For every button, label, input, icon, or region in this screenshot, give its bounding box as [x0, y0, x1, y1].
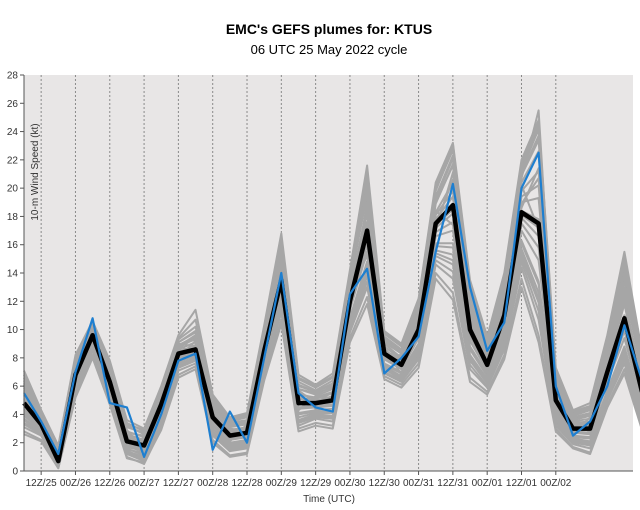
ensemble-mean-line [22, 202, 640, 464]
y-tick-label-11: 22 [7, 155, 19, 166]
x-tick-label-4: 12Z/27 [163, 478, 195, 489]
y-tick-label-14: 28 [7, 71, 19, 82]
x-tick-label-1: 00Z/26 [60, 478, 92, 489]
x-tick-label-9: 00Z/30 [334, 478, 366, 489]
y-tick-label-12: 24 [7, 127, 19, 138]
y-tick-label-4: 8 [12, 353, 18, 364]
y-tick-label-5: 10 [7, 325, 19, 336]
x-tick-label-2: 12Z/26 [94, 478, 126, 489]
x-tick-label-6: 12Z/28 [231, 478, 263, 489]
y-tick-label-10: 20 [7, 184, 19, 195]
y-tick-label-7: 14 [7, 269, 19, 280]
x-axis-ticks: 12Z/25 00Z/26 12Z/26 00Z/27 12Z/27 00Z/28 12Z/… [26, 471, 572, 489]
y-tick-label-9: 18 [7, 212, 19, 223]
y-axis-title: 10-m Wind Speed (kt) [30, 123, 41, 220]
y-tick-label-2: 4 [12, 410, 18, 421]
y-tick-label-8: 16 [7, 240, 19, 251]
y-tick-label-0: 0 [12, 467, 18, 478]
y-tick-label-6: 12 [7, 297, 19, 308]
member-line-20 [23, 277, 640, 470]
x-tick-label-5: 00Z/28 [197, 478, 229, 489]
x-tick-label-11: 00Z/31 [403, 478, 435, 489]
x-axis-title: Time (UTC) [303, 494, 355, 505]
x-tick-label-7: 00Z/29 [266, 478, 298, 489]
x-tick-label-0: 12Z/25 [26, 478, 58, 489]
x-tick-label-13: 00Z/01 [472, 478, 504, 489]
series-lines [22, 151, 640, 464]
y-tick-label-3: 6 [12, 382, 18, 393]
x-tick-label-3: 00Z/27 [129, 478, 161, 489]
chart-subtitle: 06 UTC 25 May 2022 cycle [251, 42, 408, 57]
y-tick-label-1: 2 [12, 438, 18, 449]
member-line-22 [23, 229, 640, 463]
x-tick-label-12: 12Z/31 [437, 478, 469, 489]
y-tick-label-13: 26 [7, 99, 19, 110]
chart-title: EMC's GEFS plumes for: KTUS [226, 21, 432, 37]
x-tick-label-14: 12Z/01 [506, 478, 538, 489]
control-line [23, 151, 640, 458]
x-tick-label-10: 12Z/30 [369, 478, 401, 489]
x-tick-label-15: 00Z/02 [540, 478, 572, 489]
x-tick-label-8: 12Z/29 [300, 478, 332, 489]
